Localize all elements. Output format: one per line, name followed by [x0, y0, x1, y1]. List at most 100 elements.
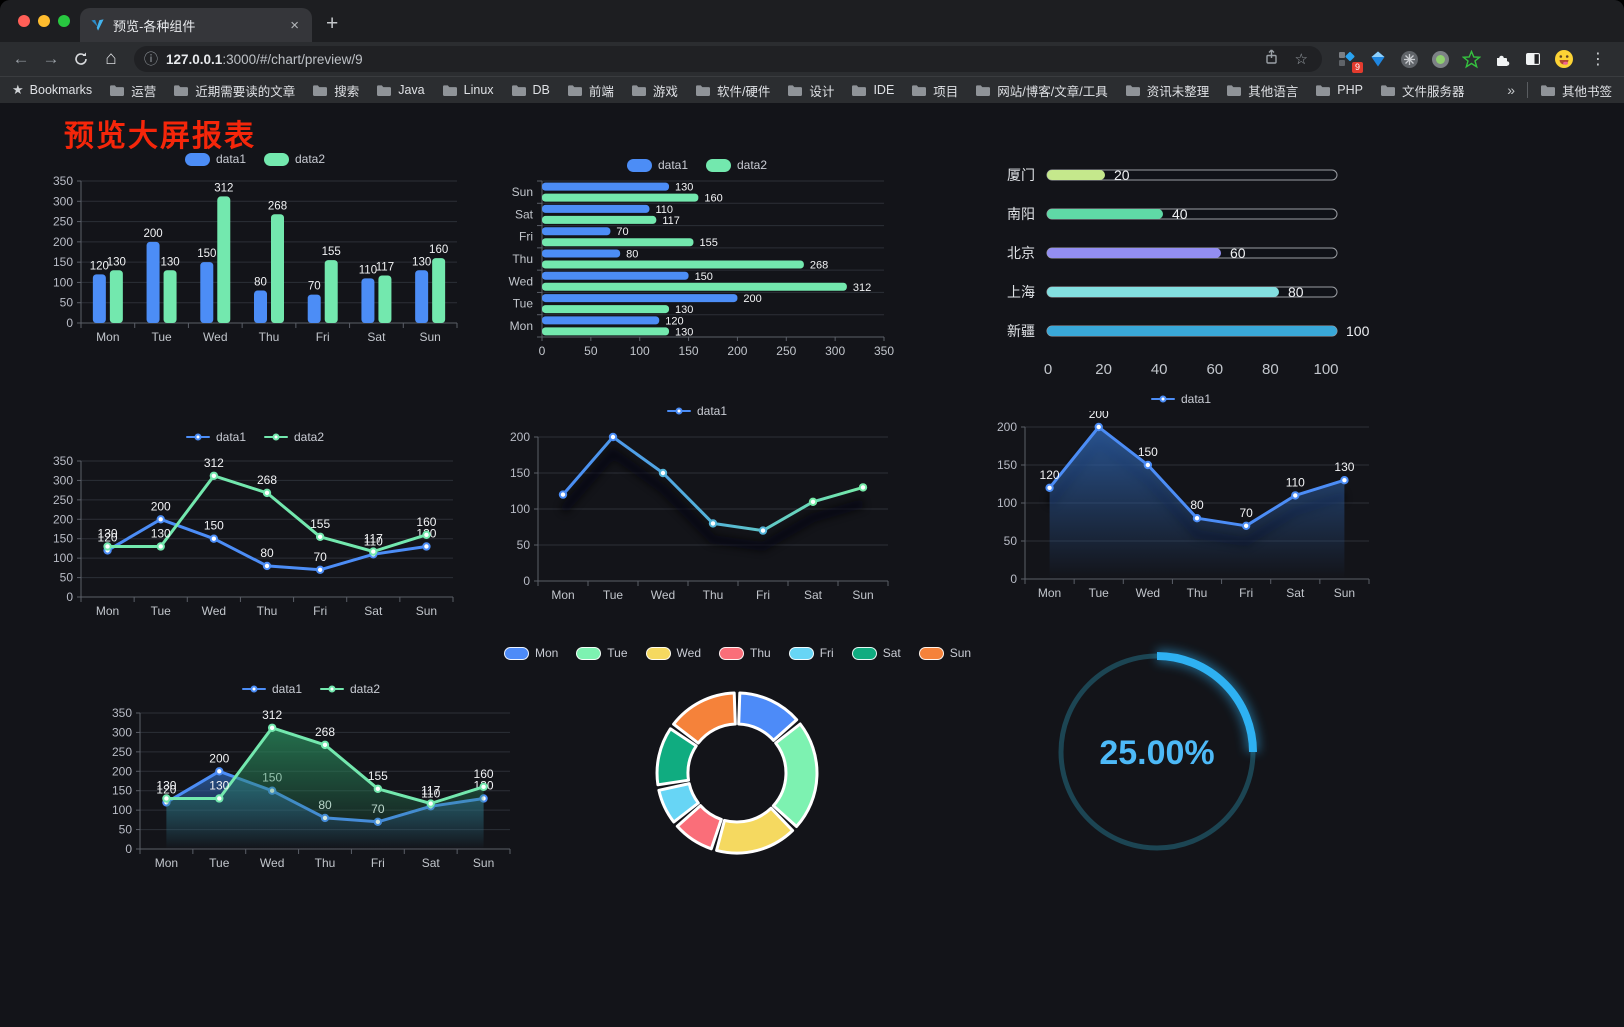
capsule-row-南阳[interactable]: 南阳 40	[1007, 206, 1338, 222]
chart-canvas[interactable]: 0 50 100 150 200 250 300 350 Mon Tue Wed Thu Fri Sat S…	[100, 701, 522, 889]
capsule-row-新疆[interactable]: 新疆 100	[1007, 323, 1370, 339]
other-bookmarks-folder[interactable]: 其他书签	[1540, 81, 1612, 100]
legend-item-data2[interactable]: data2	[264, 152, 325, 166]
legend-item-data1[interactable]: data1	[184, 152, 246, 166]
chart-capsule-bars[interactable]: 厦门 20 南阳 40 北京 60 上海 80 新疆 100 0 20 40 60 80 100	[985, 159, 1377, 384]
chart-line-area[interactable]: data1 0 50 100 150 200 Mon Tue Wed Thu Fri Sat Sun 12…	[985, 387, 1377, 609]
browser-menu-icon[interactable]: ⋮	[1590, 51, 1606, 68]
bar-series-data1[interactable]: 120 200 150 80 70 110 130	[90, 228, 431, 323]
extension-green-star-icon[interactable]	[1460, 48, 1482, 70]
capsule-row-上海[interactable]: 上海 80	[1007, 284, 1338, 300]
chart-canvas[interactable]: 25.00%	[1035, 629, 1280, 879]
svg-text:70: 70	[313, 550, 327, 564]
share-icon[interactable]	[1260, 49, 1283, 69]
pie-slice-Wed[interactable]	[715, 806, 795, 855]
bookmark-folder[interactable]: Linux	[442, 81, 494, 100]
forward-button[interactable]: →	[42, 49, 60, 68]
bookmark-folder[interactable]: DB	[511, 81, 550, 100]
bookmark-folder[interactable]: 游戏	[631, 81, 678, 100]
legend-item-data2[interactable]: data2	[706, 158, 767, 172]
chart-canvas[interactable]: 0 50 100 150 200 Mon Tue Wed Thu Fri Sat Sun	[498, 423, 896, 609]
line-series-data1[interactable]	[558, 432, 868, 552]
legend-item-Fri[interactable]: Fri	[788, 646, 834, 660]
legend-item-data1[interactable]: data1	[241, 682, 302, 696]
legend-item-data2[interactable]: data2	[320, 682, 380, 696]
legend-item-Tue[interactable]: Tue	[576, 646, 628, 660]
close-window-button[interactable]	[18, 15, 30, 27]
extension-record-icon[interactable]	[1429, 48, 1451, 70]
bookmark-folder[interactable]: 软件/硬件	[695, 81, 770, 100]
bookmark-folder[interactable]: 网站/博客/文章/工具	[975, 81, 1108, 100]
chart-canvas[interactable]: 0 50 100 150 200 250 300 350 Mon Tue Wed Thu Fri Sat S…	[45, 449, 465, 637]
bookmark-folder[interactable]: 其他语言	[1226, 81, 1298, 100]
bookmark-folder[interactable]: 设计	[787, 81, 834, 100]
zoom-window-button[interactable]	[58, 15, 70, 27]
url-bar[interactable]: ⓘ 127.0.0.1:3000/#/chart/preview/9 ☆	[134, 46, 1322, 72]
extension-dark-circle-icon[interactable]	[1398, 48, 1420, 70]
legend-item-data1[interactable]: data1	[626, 158, 688, 172]
chart-line-area-dual[interactable]: data1 data2 0 50 100 150 200 250 300 350 Mon Tue Wed…	[100, 677, 522, 891]
refresh-button[interactable]	[68, 46, 94, 72]
bookmark-folder[interactable]: PHP	[1315, 81, 1363, 100]
capsule-row-厦门[interactable]: 厦门 20	[1007, 167, 1338, 183]
line-series-data1[interactable]	[1045, 422, 1349, 579]
emoji-extension-icon[interactable]	[1553, 48, 1575, 70]
chart-line-dual[interactable]: data1 data2 0 50 100 150 200 250 300 350 Mon Tue Wed…	[45, 425, 465, 639]
bookmark-folder[interactable]: 近期需要读的文章	[173, 81, 295, 100]
legend-item-data1[interactable]: data1	[1150, 392, 1211, 406]
new-tab-button[interactable]: +	[326, 12, 339, 35]
site-info-icon[interactable]: ⓘ	[144, 51, 158, 67]
side-panel-icon[interactable]	[1522, 48, 1544, 70]
chart-canvas[interactable]	[555, 665, 920, 865]
pie-slice-Thu[interactable]	[675, 804, 723, 851]
bookmark-folder[interactable]: 项目	[911, 81, 958, 100]
chart-donut[interactable]: Mon Tue Wed Thu Fri Sat Sun	[503, 641, 971, 867]
minimize-window-button[interactable]	[38, 15, 50, 27]
legend-item-data1[interactable]: data1	[185, 430, 246, 444]
bookmark-folder[interactable]: 资讯未整理	[1125, 81, 1209, 100]
bookmarks-overflow-chevron[interactable]: »	[1507, 82, 1515, 98]
chart-canvas[interactable]: 0 50 100 150 200 250 300 350 Mon Tue Wed Thu Fri Sat S…	[498, 177, 896, 369]
chart-gauge[interactable]: 25.00%	[1035, 629, 1280, 879]
extension-puzzle-icon[interactable]	[1491, 48, 1513, 70]
legend-item-data2[interactable]: data2	[264, 430, 324, 444]
bar-series-data2[interactable]: 130 130 312 268 155 117 160	[107, 182, 448, 323]
line-series-data2[interactable]	[162, 723, 488, 849]
bookmark-folder[interactable]: 文件服务器	[1380, 81, 1464, 100]
bookmark-star-icon[interactable]: ☆	[1294, 51, 1308, 68]
legend-item-data1[interactable]: data1	[666, 404, 727, 418]
bookmark-folder[interactable]: IDE	[851, 81, 894, 100]
chart-canvas[interactable]: 0 50 100 150 200 250 300 350 Mon Tue Wed Thu Fri Sat S…	[45, 171, 465, 367]
extension-collection-icon[interactable]: 9	[1336, 48, 1363, 73]
bookmarks-root[interactable]: ★ Bookmarks	[12, 82, 92, 98]
line-series-data2[interactable]	[103, 471, 431, 556]
bookmark-folder[interactable]: 前端	[567, 81, 614, 100]
hbar-series-data2[interactable]: 130 130 312 268 155 117 160	[542, 193, 871, 339]
legend-item-Sun[interactable]: Sun	[918, 646, 971, 660]
bookmark-folder[interactable]: Java	[376, 81, 425, 100]
home-button[interactable]: ⌂	[105, 48, 117, 69]
chart-canvas[interactable]: 厦门 20 南阳 40 北京 60 上海 80 新疆 100 0 20 40 60 80 100	[985, 159, 1377, 384]
pie-slice-Fri[interactable]	[657, 782, 700, 824]
bookmark-folder[interactable]: 运营	[109, 81, 156, 100]
legend-item-Mon[interactable]: Mon	[503, 646, 558, 660]
pie-slice-Sat[interactable]	[655, 727, 698, 787]
extension-gem-icon[interactable]	[1367, 48, 1389, 70]
back-button[interactable]: ←	[12, 49, 30, 68]
legend-item-Wed[interactable]: Wed	[645, 646, 701, 660]
legend-item-Sat[interactable]: Sat	[851, 646, 901, 660]
close-tab-icon[interactable]: ×	[290, 16, 299, 34]
chart-horizontal-bar[interactable]: data1 data2 0 50 100 150 200 250 300 350 Mon Tue Wed…	[498, 153, 896, 371]
url-text[interactable]: 127.0.0.1:3000/#/chart/preview/9	[166, 52, 1252, 67]
pie-slice-Mon[interactable]	[737, 691, 799, 742]
pie-slice-Sun[interactable]	[672, 691, 737, 745]
capsule-row-北京[interactable]: 北京 60	[1007, 245, 1338, 261]
browser-tab[interactable]: 预览-各种组件 ×	[80, 8, 312, 42]
pie-slice-Tue[interactable]	[771, 722, 819, 828]
chart-line-gradient[interactable]: data1 0 50 100 150 200 Mon Tue Wed Thu Fri Sat Sun	[498, 399, 896, 611]
legend-item-Thu[interactable]: Thu	[719, 646, 771, 660]
chart-grouped-bar[interactable]: data1 data2 0 50 100 150 200 250 300 350 Mon Tue Wed…	[45, 147, 465, 369]
bookmark-folder[interactable]: 搜索	[312, 81, 359, 100]
